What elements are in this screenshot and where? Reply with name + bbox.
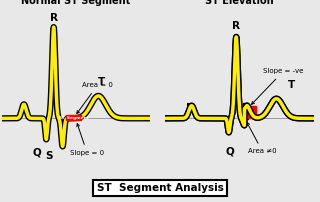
Text: P: P — [186, 103, 194, 113]
Text: Area = 0: Area = 0 — [77, 82, 113, 114]
Text: R: R — [232, 21, 240, 31]
Bar — [243, 103, 248, 119]
Text: Slope = -ve: Slope = -ve — [252, 68, 303, 104]
Text: R: R — [50, 13, 58, 23]
Text: Q: Q — [226, 146, 235, 156]
Title: ST Elevation: ST Elevation — [205, 0, 274, 6]
Text: T: T — [288, 80, 295, 90]
Text: Q: Q — [33, 148, 42, 158]
Text: ST  Segment Analysis: ST Segment Analysis — [97, 183, 223, 193]
Text: Area ≠0: Area ≠0 — [247, 122, 277, 155]
Text: ST Segment: ST Segment — [59, 116, 89, 120]
Title: Normal ST Segment: Normal ST Segment — [21, 0, 131, 6]
Text: S: S — [45, 151, 53, 161]
Text: T: T — [98, 78, 105, 87]
Bar — [247, 106, 256, 118]
Text: Slope = 0: Slope = 0 — [70, 124, 104, 156]
Bar — [66, 115, 81, 120]
